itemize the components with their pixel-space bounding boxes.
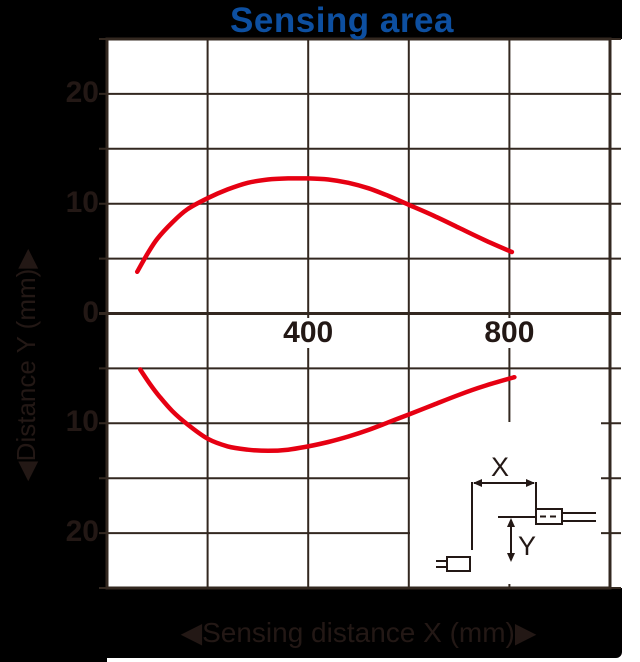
x-axis-tick-label: 800: [478, 318, 541, 348]
y-axis-tick-label: 0: [82, 295, 99, 329]
y-axis-tick-label: 10: [65, 185, 99, 219]
inset-x-dimension-label: X: [490, 452, 510, 482]
upper-sensing-boundary: [134, 176, 515, 275]
y-axis-title: ◀Distance Y (mm)▶: [11, 248, 41, 482]
left-axis-band: [0, 0, 107, 662]
x-axis-tick-label: 400: [277, 318, 340, 348]
lower-sensing-boundary: [137, 367, 517, 454]
y-axis-tick-label: 20: [65, 515, 99, 549]
x-axis-title: ◀Sensing distance X (mm)▶: [180, 617, 537, 648]
bottom-axis-band: [0, 588, 622, 658]
y-axis-tick-label: 20: [65, 75, 99, 109]
y-axis-tick-label: 10: [65, 405, 99, 439]
chart-title: Sensing area: [230, 1, 454, 40]
inset-y-dimension-label: Y: [517, 531, 537, 561]
